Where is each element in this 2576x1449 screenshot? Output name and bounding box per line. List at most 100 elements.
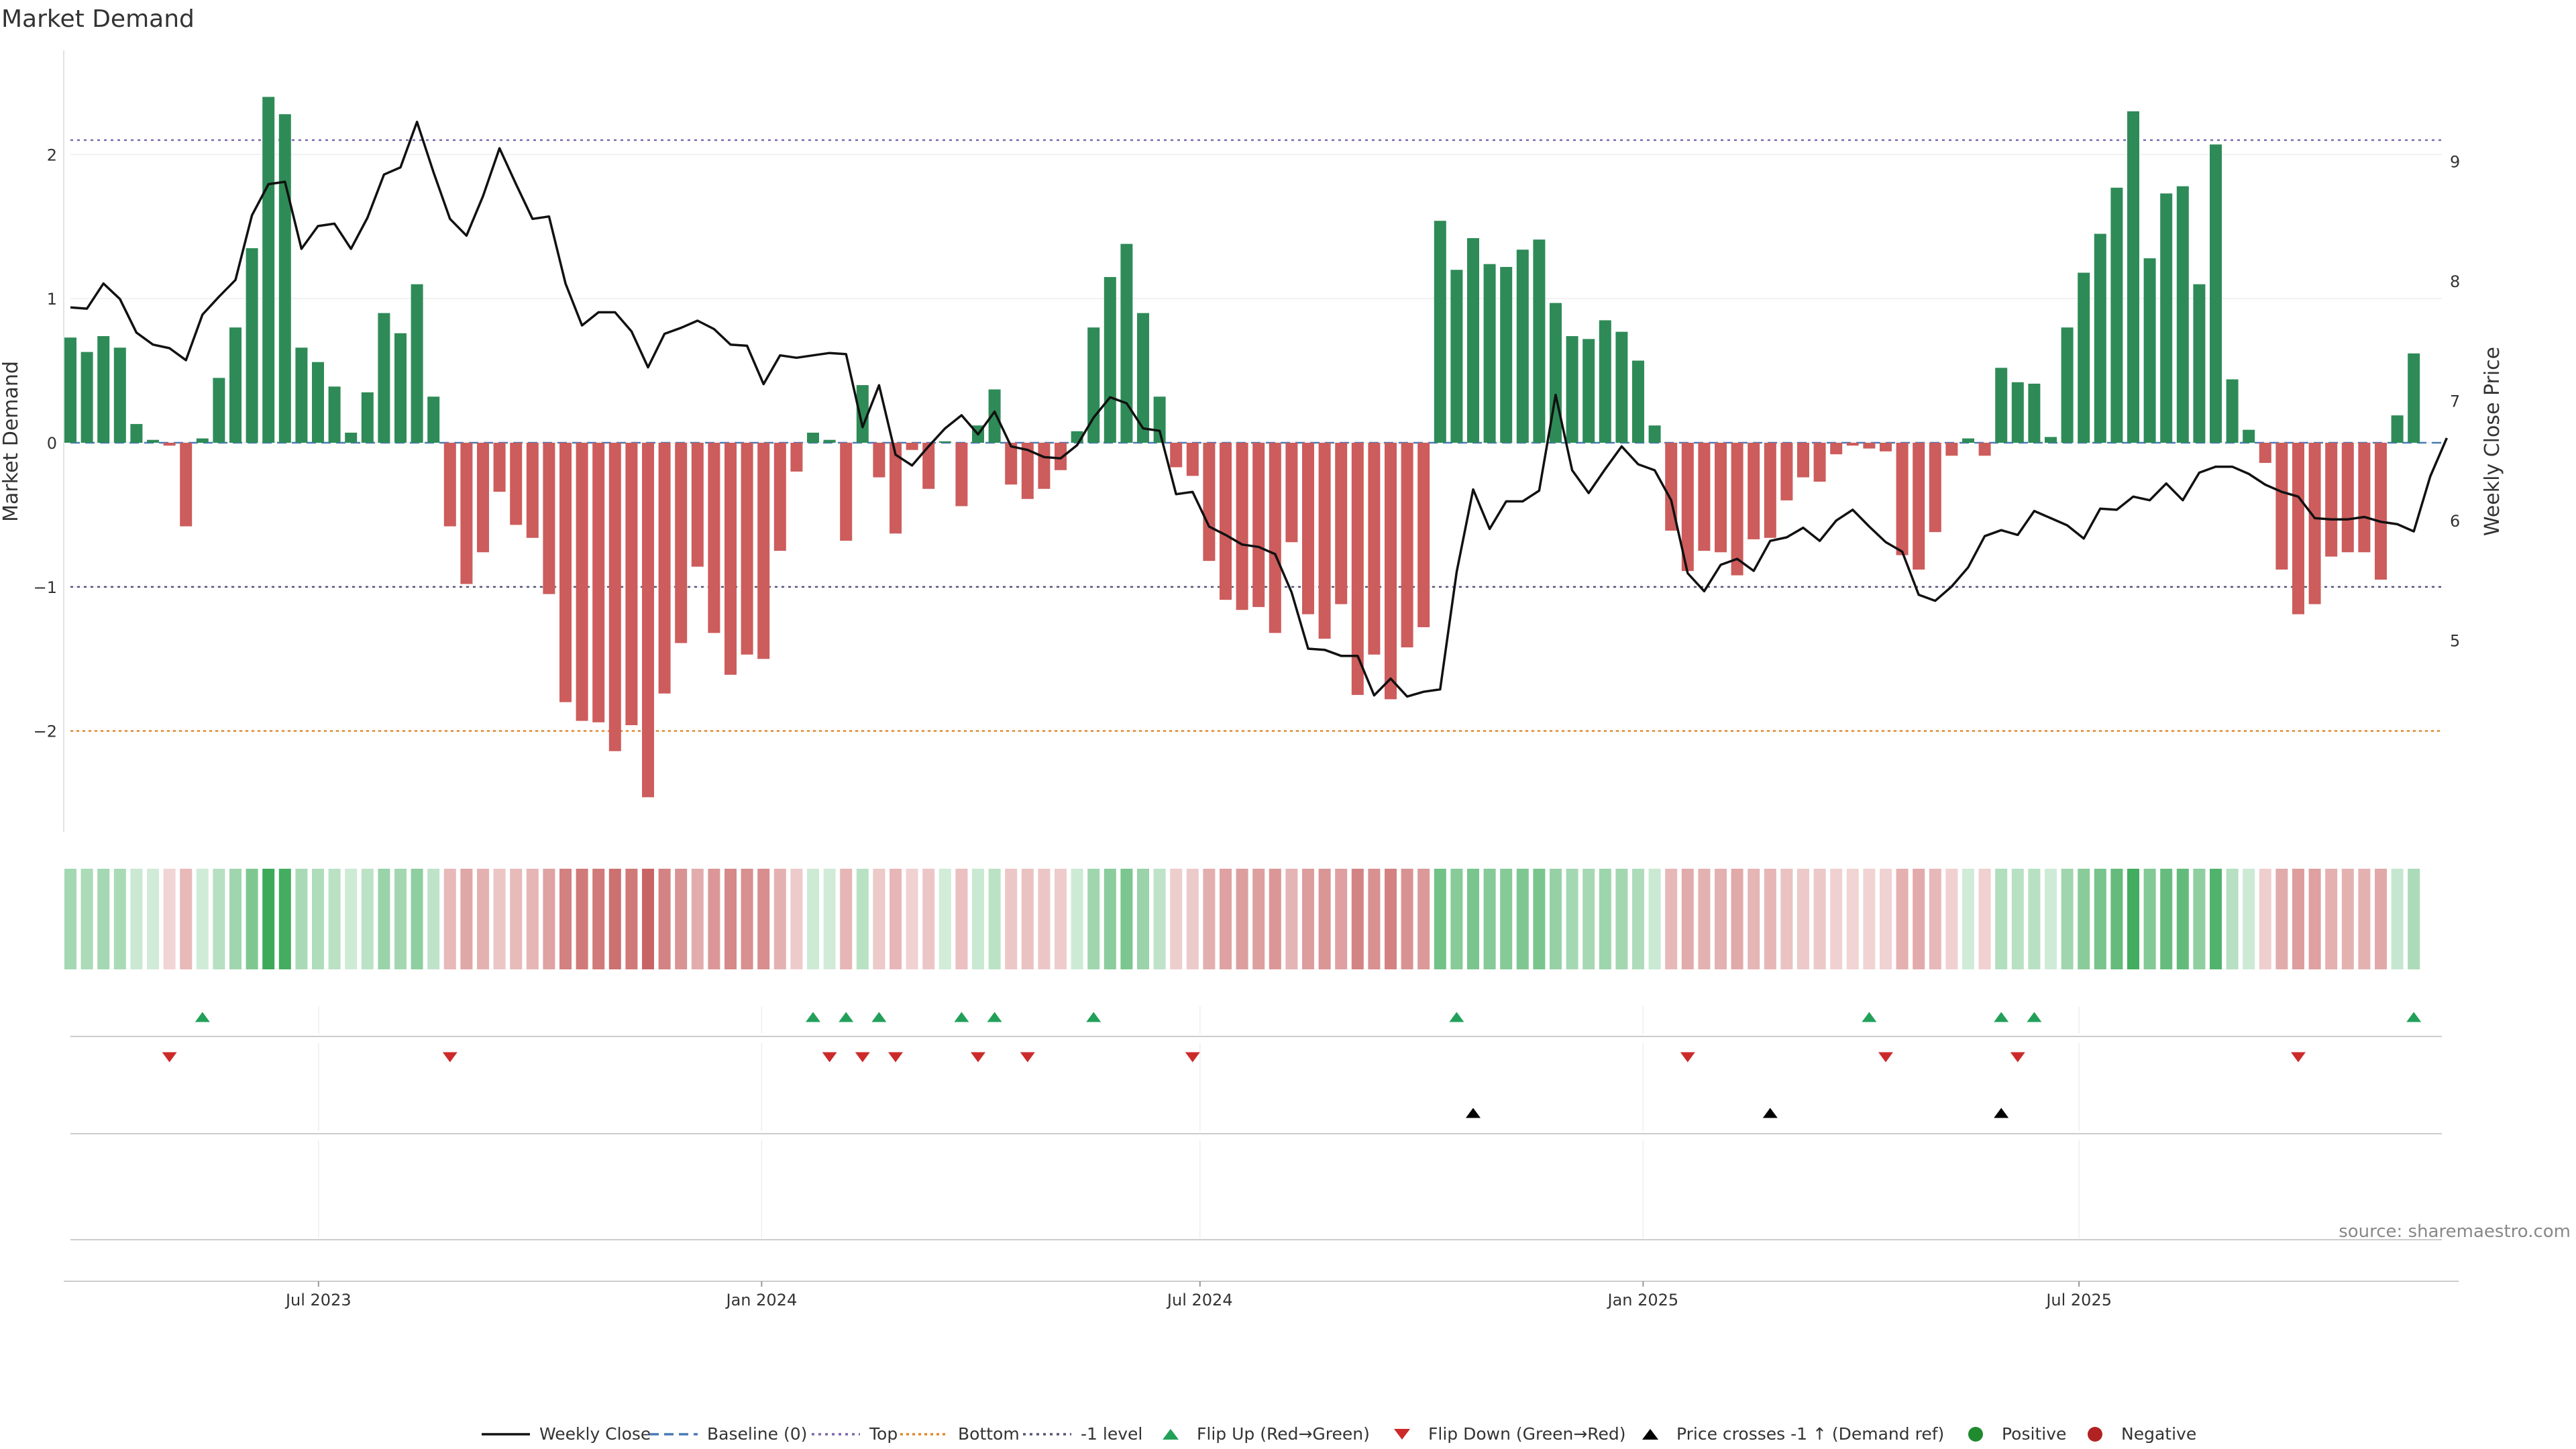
demand-bar — [1120, 244, 1133, 443]
demand-bar — [411, 284, 423, 443]
heat-cell — [1318, 869, 1331, 969]
chart-title: Market Demand — [1, 5, 195, 33]
x-tick-label: Jul 2025 — [2045, 1291, 2112, 1309]
heat-cell — [823, 869, 836, 969]
demand-bar — [642, 443, 654, 798]
legend-label: Baseline (0) — [707, 1424, 807, 1444]
heat-cell — [180, 869, 193, 969]
heat-cell — [2275, 869, 2288, 969]
demand-bar — [345, 432, 358, 443]
legend-label: Price crosses -1 ↑ (Demand ref) — [1676, 1424, 1944, 1444]
heat-cell — [773, 869, 786, 969]
heat-cell — [938, 869, 951, 969]
demand-bar — [1170, 443, 1183, 468]
heat-cell — [229, 869, 241, 969]
x-tick-label: Jan 2024 — [725, 1291, 798, 1309]
demand-bar — [1055, 443, 1067, 470]
demand-bar — [1846, 443, 1859, 446]
demand-bar — [1351, 443, 1364, 695]
x-tick-label: Jul 2023 — [284, 1291, 352, 1309]
heat-cell — [2143, 869, 2156, 969]
demand-bar — [576, 443, 588, 721]
demand-bar — [1978, 443, 1991, 456]
heat-cell — [1186, 869, 1199, 969]
legend-swatch — [2088, 1427, 2102, 1442]
heat-cell — [972, 869, 984, 969]
heat-cell — [510, 869, 523, 969]
flip-down-marker — [1185, 1052, 1200, 1063]
demand-bar — [2045, 437, 2057, 443]
demand-bar — [807, 432, 819, 443]
x-tick-label: Jan 2025 — [1607, 1291, 1679, 1309]
heat-cell — [1648, 869, 1661, 969]
heat-cell — [1220, 869, 1232, 969]
demand-bar — [890, 443, 902, 534]
demand-bar — [625, 443, 638, 726]
heat-cell — [2408, 869, 2420, 969]
heat-cell — [1450, 869, 1463, 969]
right-tick-label: 5 — [2450, 631, 2460, 650]
flip-down-marker — [2291, 1052, 2306, 1063]
heat-cell — [724, 869, 737, 969]
heat-cell — [2308, 869, 2321, 969]
demand-bar — [113, 347, 126, 443]
heat-cell — [625, 869, 638, 969]
heat-cell — [2011, 869, 2024, 969]
demand-bar — [328, 386, 341, 443]
demand-bar — [1962, 438, 1974, 443]
demand-bar — [608, 443, 621, 751]
demand-bar — [2193, 284, 2206, 443]
demand-bar — [1632, 360, 1644, 443]
heat-cell — [1880, 869, 1892, 969]
demand-bar — [773, 443, 786, 551]
demand-bar — [2210, 144, 2222, 443]
heat-cell — [1731, 869, 1743, 969]
heat-cell — [2292, 869, 2304, 969]
demand-bar — [559, 443, 572, 702]
heat-cell — [1764, 869, 1776, 969]
demand-bar — [2325, 443, 2338, 557]
heat-cell — [345, 869, 358, 969]
heat-cell — [394, 869, 407, 969]
legend-label: Positive — [2002, 1424, 2066, 1444]
flip-up-marker — [1994, 1012, 2009, 1022]
demand-bar — [2176, 186, 2189, 443]
heat-cell — [526, 869, 539, 969]
demand-bar — [1681, 443, 1694, 572]
demand-bar — [1880, 443, 1892, 451]
demand-bar — [2259, 443, 2271, 464]
heat-cell — [790, 869, 803, 969]
demand-bar — [2110, 187, 2123, 443]
heat-cell — [113, 869, 126, 969]
heat-cell — [2061, 869, 2074, 969]
demand-bar — [196, 438, 209, 443]
heat-cell — [906, 869, 918, 969]
demand-bar — [493, 443, 506, 492]
heat-cell — [1467, 869, 1479, 969]
heat-cell — [1401, 869, 1413, 969]
heat-cell — [807, 869, 819, 969]
heat-cell — [1715, 869, 1727, 969]
flip-up-marker — [2406, 1012, 2422, 1022]
demand-bar — [1269, 443, 1281, 633]
heat-cell — [1846, 869, 1859, 969]
demand-bar — [790, 443, 803, 472]
heat-cell — [1516, 869, 1529, 969]
heat-cell — [1615, 869, 1628, 969]
heat-cell — [147, 869, 159, 969]
demand-bar — [1516, 250, 1529, 443]
heat-cell — [2341, 869, 2354, 969]
heat-cell — [2176, 869, 2189, 969]
flip-up-marker — [806, 1012, 820, 1022]
event-panels — [64, 1006, 2459, 1282]
right-tick-label: 6 — [2450, 512, 2460, 531]
demand-bar — [1302, 443, 1314, 614]
demand-bar — [724, 443, 737, 675]
demand-bar — [1995, 368, 2008, 443]
heat-cell — [1483, 869, 1496, 969]
legend-swatch — [1163, 1429, 1179, 1440]
demand-bar — [460, 443, 473, 584]
heat-cell — [213, 869, 225, 969]
demand-bar — [1186, 443, 1199, 476]
